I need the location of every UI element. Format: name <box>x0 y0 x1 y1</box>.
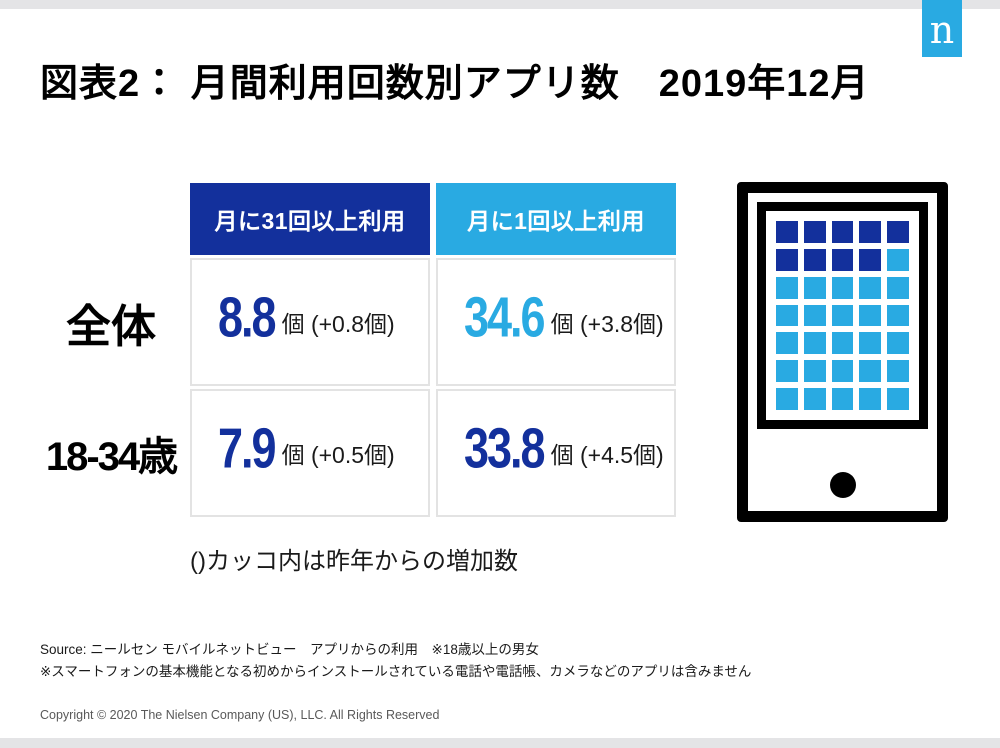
app-square <box>859 248 882 271</box>
change-18-34-31plus: 個 (+0.5個) <box>281 442 395 468</box>
phone-home-button-icon <box>829 472 856 498</box>
app-square <box>776 304 798 327</box>
value-overall-31plus: 8.8 <box>218 284 277 349</box>
value-18-34-31plus: 7.9 <box>218 415 277 480</box>
phone-screen <box>757 202 928 429</box>
column-header-1plus: 月に1回以上利用 <box>436 183 676 255</box>
app-square <box>859 360 882 383</box>
app-square <box>831 248 854 271</box>
smartphone-icon <box>737 182 948 522</box>
app-square <box>803 332 826 355</box>
app-square <box>887 248 909 271</box>
nielsen-logo: n <box>922 0 962 57</box>
app-square <box>776 360 798 383</box>
app-square <box>803 388 826 410</box>
bottom-divider-strip <box>0 738 1000 748</box>
app-square <box>803 304 826 327</box>
app-square <box>859 221 882 243</box>
change-18-34-1plus: 個 (+4.5個) <box>550 442 664 468</box>
app-square <box>831 276 854 299</box>
source-line-2: ※スマートフォンの基本機能となる初めからインストールされている電話や電話帳、カメ… <box>40 664 752 679</box>
table-cell-overall-31plus: 8.8 個 (+0.8個) <box>190 258 430 386</box>
table-cell-overall-1plus: 34.6 個 (+3.8個) <box>436 258 676 386</box>
app-square <box>803 248 826 271</box>
app-square <box>859 332 882 355</box>
app-square <box>776 388 798 410</box>
row-label-overall: 全体 <box>65 300 156 352</box>
page-title: 図表2： 月間利用回数別アプリ数 2019年12月 <box>40 63 870 105</box>
app-square <box>887 221 909 243</box>
table-cell-18-34-31plus: 7.9 個 (+0.5個) <box>190 389 430 517</box>
app-square <box>803 221 826 243</box>
table-note: ()カッコ内は昨年からの増加数 <box>190 548 518 575</box>
app-square <box>859 304 882 327</box>
value-18-34-1plus: 33.8 <box>464 415 546 480</box>
table-cell-18-34-1plus: 33.8 個 (+4.5個) <box>436 389 676 517</box>
app-square <box>831 388 854 410</box>
app-square <box>776 221 798 243</box>
app-square <box>887 360 909 383</box>
source-line-1: Source: ニールセン モバイルネットビュー アプリからの利用 ※18歳以上… <box>40 642 539 657</box>
app-square <box>887 276 909 299</box>
app-square <box>831 360 854 383</box>
app-square <box>887 304 909 327</box>
value-overall-1plus: 34.6 <box>464 284 546 349</box>
app-square <box>803 360 826 383</box>
app-square <box>831 221 854 243</box>
change-overall-1plus: 個 (+3.8個) <box>550 311 664 337</box>
app-square <box>831 332 854 355</box>
app-square <box>859 276 882 299</box>
change-overall-31plus: 個 (+0.8個) <box>281 311 395 337</box>
top-divider-strip <box>0 0 1000 9</box>
copyright-text: Copyright © 2020 The Nielsen Company (US… <box>40 708 440 722</box>
app-square <box>803 276 826 299</box>
nielsen-logo-letter: n <box>929 8 955 52</box>
row-label-18-34: 18-34歳 <box>45 435 178 479</box>
app-square <box>776 248 798 271</box>
app-square <box>859 388 882 410</box>
app-squares-grid <box>776 221 909 410</box>
app-square <box>887 388 909 410</box>
app-square <box>776 332 798 355</box>
app-square <box>887 332 909 355</box>
app-square <box>831 304 854 327</box>
app-square <box>776 276 798 299</box>
column-header-31plus: 月に31回以上利用 <box>190 183 430 255</box>
